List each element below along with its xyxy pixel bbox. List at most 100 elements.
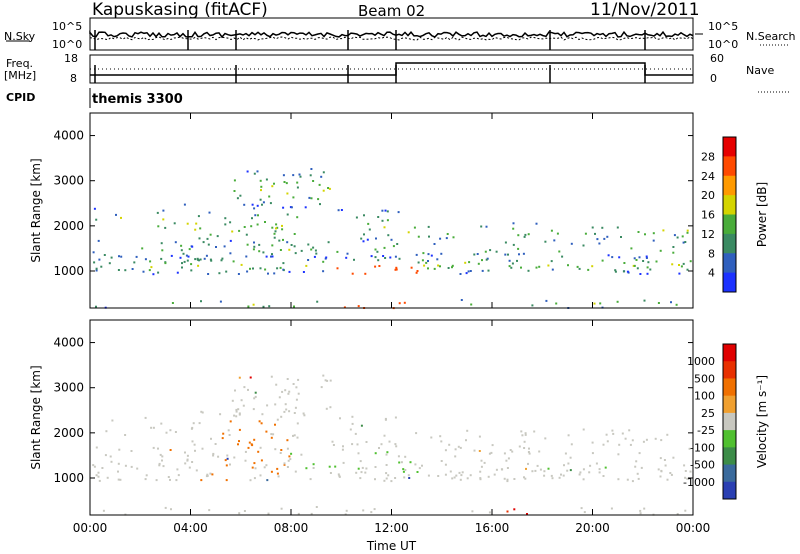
echo-cell [251, 203, 254, 206]
echo-cell [157, 271, 160, 274]
echo-cell [444, 473, 447, 476]
echo-cell [286, 466, 289, 468]
x-tick-label: 16:00 [475, 521, 510, 535]
echo-cell [547, 467, 550, 470]
colorbar-segment [723, 395, 736, 414]
echo-cell [611, 429, 614, 432]
echo-cell [259, 267, 262, 270]
echo-cell [141, 247, 144, 250]
echo-cell [92, 464, 95, 467]
echo-cell [570, 242, 573, 245]
echo-cell [527, 233, 530, 236]
echo-cell [390, 480, 393, 483]
echo-cell [293, 233, 296, 235]
echo-cell [670, 473, 673, 476]
echo-cell [191, 440, 194, 443]
echo-cell [344, 513, 347, 516]
echo-cell [277, 475, 280, 478]
echo-cell [313, 255, 316, 258]
echo-cell [398, 257, 401, 260]
echo-cell [545, 299, 548, 302]
echo-cell [293, 412, 296, 414]
echo-cell [201, 411, 204, 414]
echo-cell [185, 254, 188, 257]
echo-cell [481, 259, 483, 262]
echo-cell [273, 236, 276, 239]
echo-cell [252, 303, 255, 306]
echo-cell [439, 265, 441, 268]
echo-cell [293, 434, 296, 437]
echo-cell [626, 478, 629, 481]
echo-cell [165, 431, 168, 434]
echo-cell [307, 259, 310, 261]
colorbar-tick-label: -500 [690, 459, 715, 472]
echo-cell [398, 302, 401, 305]
echo-cell [124, 464, 127, 467]
echo-cell [150, 266, 153, 269]
echo-cell [466, 477, 469, 480]
echo-cell [601, 226, 604, 229]
echo-cell [636, 472, 639, 475]
echo-cell [495, 250, 498, 253]
echo-cell [354, 432, 357, 435]
echo-cell [569, 456, 572, 459]
echo-cell [231, 230, 234, 233]
echo-cell [506, 478, 509, 481]
colorbar-segment [723, 378, 736, 397]
colorbar-tick-label: 500 [694, 372, 715, 385]
echo-cell [535, 222, 538, 225]
echo-cell [276, 418, 279, 421]
echo-cell [309, 174, 312, 177]
echo-cell [598, 468, 601, 471]
echo-cell [553, 239, 556, 242]
echo-cell [200, 410, 203, 413]
echo-cell [269, 202, 272, 205]
echo-cell [440, 440, 443, 443]
echo-cell [678, 272, 681, 275]
colorbar-segment [723, 412, 736, 431]
echo-cell [446, 233, 449, 235]
echo-cell [173, 222, 176, 225]
echo-cell [365, 467, 368, 470]
echo-cell [265, 430, 268, 433]
echo-cell [221, 437, 224, 440]
echo-cell [95, 267, 98, 270]
echo-cell [93, 207, 96, 210]
echo-cell [415, 253, 418, 256]
echo-cell [645, 438, 648, 441]
echo-cell [460, 299, 463, 301]
colorbar-tick-label: -100 [690, 441, 715, 454]
echo-cell [664, 464, 667, 467]
echo-cell [155, 479, 158, 482]
echo-cell [280, 415, 283, 418]
echo-cell [205, 254, 208, 257]
colorbar-tick-label: 1000 [687, 355, 715, 368]
echo-cell [385, 472, 388, 475]
echo-cell [296, 216, 299, 219]
echo-cell [186, 259, 189, 262]
echo-cell [200, 479, 203, 482]
echo-cell [601, 259, 604, 262]
echo-cell [464, 261, 467, 264]
echo-cell [288, 390, 291, 393]
echo-cell [416, 270, 419, 272]
echo-cell [271, 253, 273, 256]
echo-cell [526, 513, 528, 515]
colorbar-segment [723, 137, 736, 157]
echo-cell [403, 476, 406, 479]
echo-cell [538, 265, 541, 268]
echo-cell [265, 464, 268, 467]
echo-cell [285, 408, 288, 411]
echo-cell [325, 256, 328, 259]
x-tick-label: 04:00 [173, 521, 208, 535]
echo-cell [531, 470, 534, 473]
echo-cell [523, 447, 526, 449]
echo-cell [257, 214, 259, 217]
echo-cell [133, 261, 136, 264]
echo-cell [247, 388, 249, 391]
echo-cell [221, 257, 224, 260]
echo-cell [556, 232, 559, 235]
echo-cell [383, 246, 386, 249]
echo-cell [240, 263, 243, 266]
echo-cell [395, 445, 398, 448]
